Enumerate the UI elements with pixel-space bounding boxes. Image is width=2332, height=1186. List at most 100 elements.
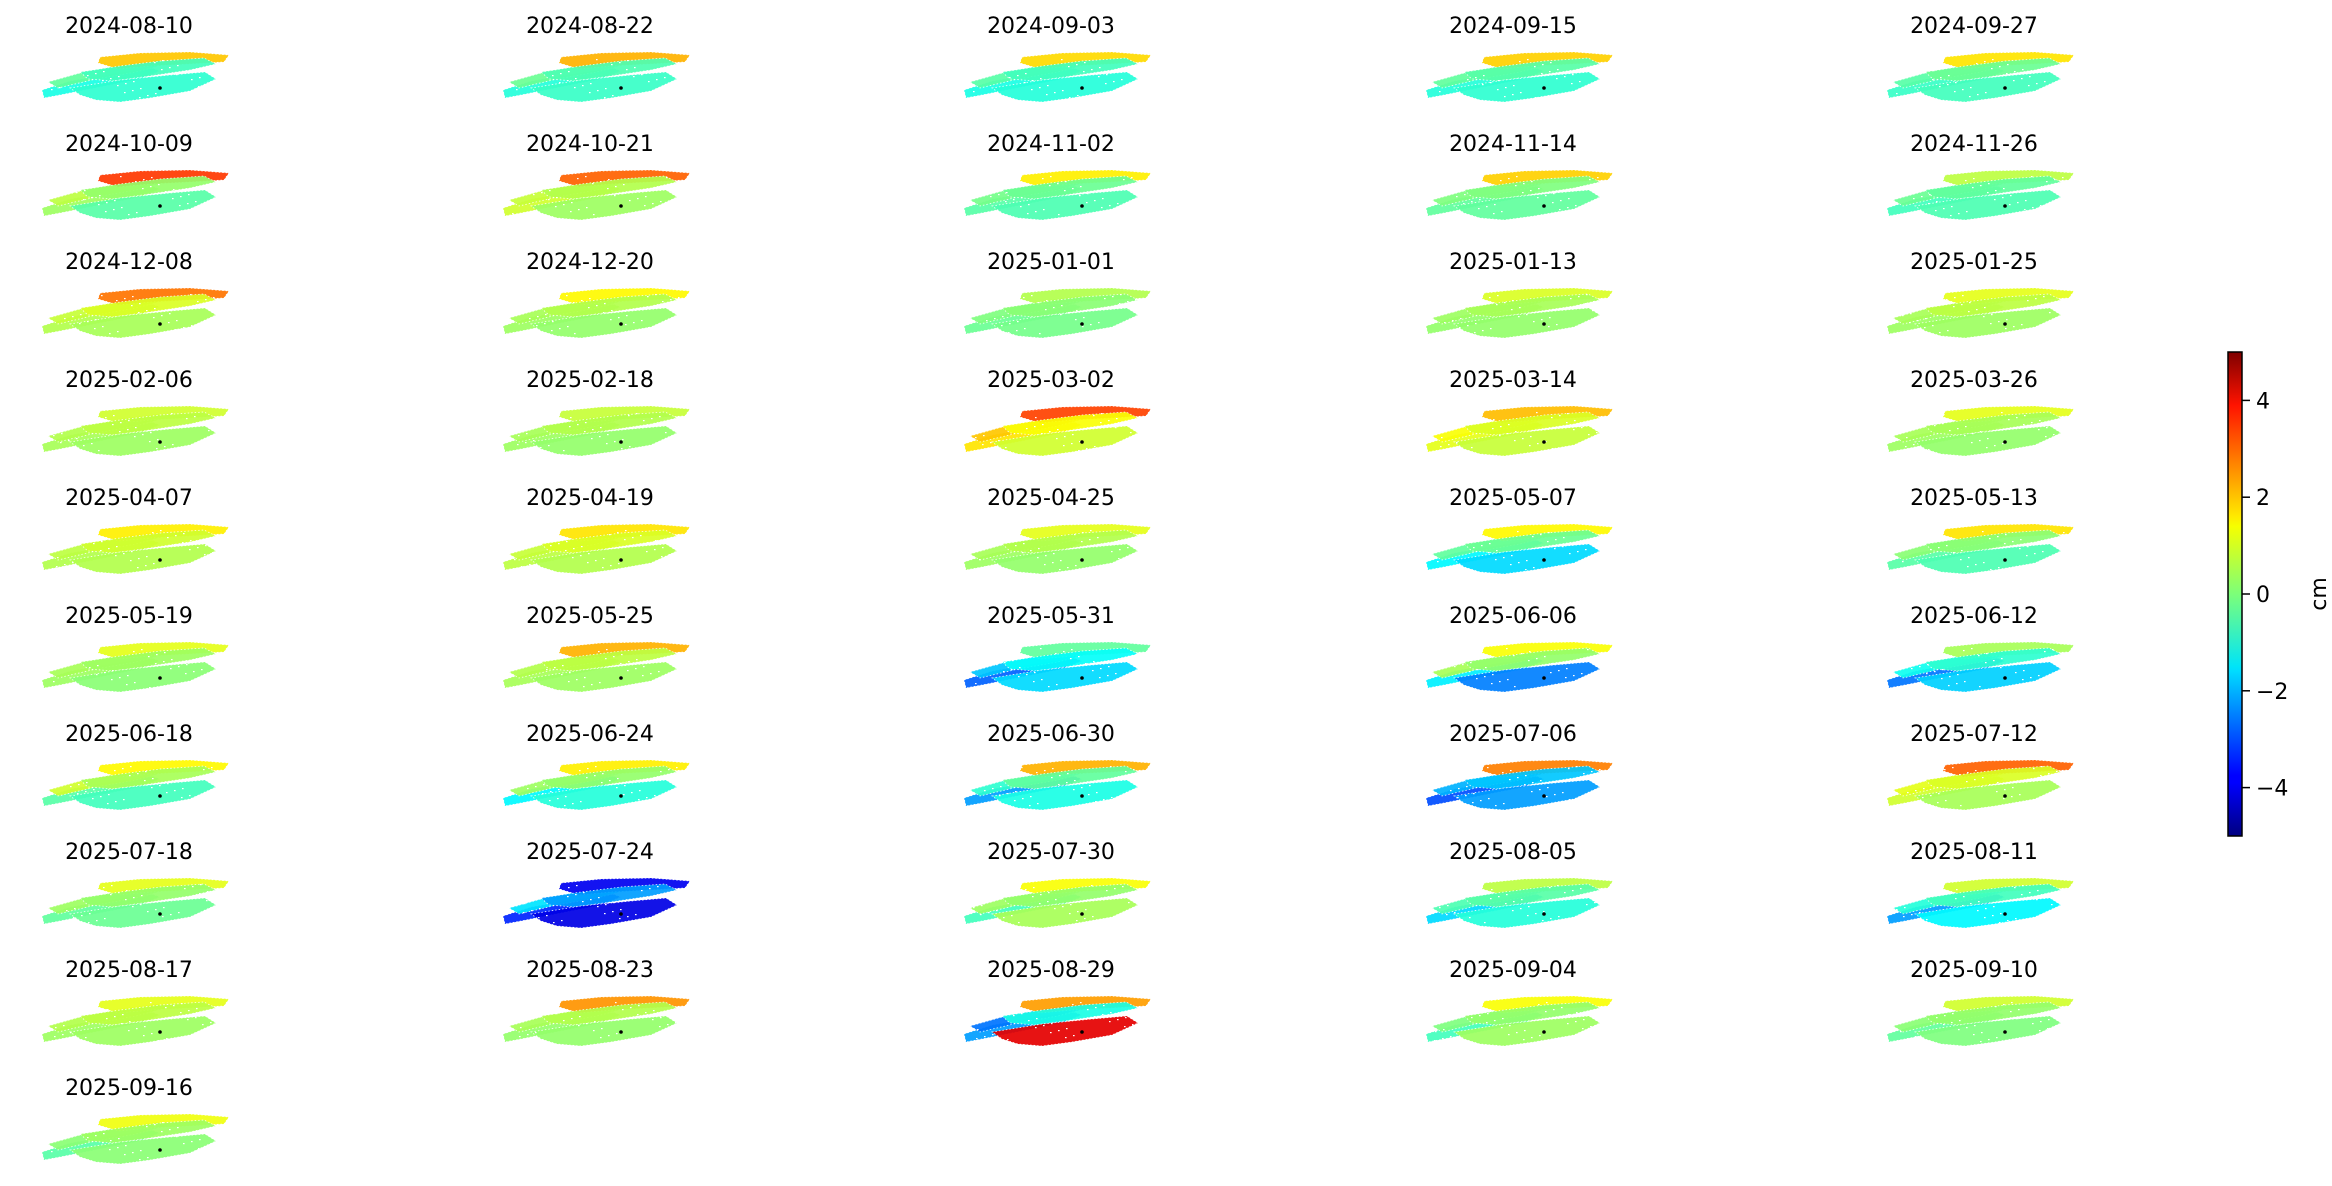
panel-2025-05-07: 2025-05-07 [1408,486,1638,594]
panel-title: 2025-09-04 [1449,958,1577,983]
deformation-map [1886,523,2075,575]
deformation-map [41,51,230,103]
deformation-map [502,169,691,221]
panel-2025-08-23: 2025-08-23 [485,958,715,1066]
slope-band-5 [1452,71,1601,103]
deformation-map [502,995,691,1047]
deformation-map [963,641,1152,693]
reference-point [1080,204,1084,208]
slope-band-4 [1924,529,2063,554]
slope-band-5 [1452,1015,1601,1047]
slope-band-4 [79,57,218,82]
reference-point [158,912,162,916]
deformation-map [963,405,1152,457]
slope-band-5 [1452,425,1601,457]
reference-point [1542,912,1546,916]
point-gaps [512,766,678,807]
reference-point [1542,794,1546,798]
slope-band-5 [1913,71,2062,103]
deformation-map [1886,641,2075,693]
slope-band-4 [79,647,218,672]
deformation-map [963,523,1152,575]
slope-band-5 [68,425,217,457]
panel-title: 2024-08-10 [65,14,193,39]
panel-2024-11-26: 2024-11-26 [1869,132,2099,240]
slope-band-5 [68,1015,217,1047]
slope-band-4 [1924,765,2063,790]
panel-2024-11-02: 2024-11-02 [946,132,1176,240]
reference-point [158,794,162,798]
slope-band-4 [1001,883,1140,908]
point-gaps [973,884,1138,925]
colorbar-tick-label: 0 [2256,583,2270,608]
reference-point [619,204,623,208]
panel-2025-03-26: 2025-03-26 [1869,368,2099,476]
deformation-map [41,169,230,221]
slope-band-5 [990,189,1139,221]
panel-2024-08-22: 2024-08-22 [485,14,715,122]
point-gaps [1434,176,1599,217]
panel-title: 2024-11-26 [1910,132,2038,157]
panel-2025-06-24: 2025-06-24 [485,722,715,830]
slope-band-5 [990,307,1139,339]
slope-band-4 [1463,411,1602,436]
panel-title: 2024-12-20 [526,250,654,275]
deformation-map [502,287,691,339]
slope-band-5 [68,897,217,929]
point-gaps [52,648,217,689]
reference-point [1080,440,1084,444]
reference-point [1080,1030,1084,1034]
slope-band-4 [540,529,679,554]
point-gaps [1896,884,2061,925]
panel-2024-11-14: 2024-11-14 [1408,132,1638,240]
slope-band-5 [1913,779,2062,811]
slope-band-4 [540,765,679,790]
slope-band-5 [529,779,678,811]
deformation-map [1425,287,1614,339]
slope-band-4 [1001,175,1140,200]
reference-point [158,86,162,90]
slope-band-4 [1001,529,1140,554]
panel-title: 2025-05-25 [526,604,654,629]
slope-band-4 [1001,57,1140,82]
panel-2025-08-17: 2025-08-17 [24,958,254,1066]
reference-point [619,558,623,562]
panel-2025-04-25: 2025-04-25 [946,486,1176,594]
point-gaps [517,648,682,689]
slope-band-5 [1913,1015,2062,1047]
slope-band-5 [68,189,217,221]
panel-title: 2025-07-06 [1449,722,1577,747]
point-gaps [1437,294,1602,335]
panel-2025-02-06: 2025-02-06 [24,368,254,476]
deformation-map [41,877,230,929]
point-gaps [1898,176,2064,217]
panel-title: 2024-10-09 [65,132,193,157]
slope-band-4 [1924,175,2063,200]
panel-title: 2025-08-05 [1449,840,1577,865]
reference-point [2003,322,2007,326]
slope-band-5 [68,71,217,103]
slope-band-4 [79,411,218,436]
reference-point [1080,322,1084,326]
point-gaps [54,176,219,217]
deformation-map [1425,995,1614,1047]
reference-point [1542,440,1546,444]
reference-point [1542,1030,1546,1034]
slope-band-4 [1463,1001,1602,1026]
panel-title: 2024-10-21 [526,132,654,157]
point-gaps [1434,412,1605,453]
panel-title: 2025-01-13 [1449,250,1577,275]
slope-band-5 [990,779,1139,811]
panel-title: 2024-08-22 [526,14,654,39]
reference-point [619,794,623,798]
panel-title: 2025-08-17 [65,958,193,983]
slope-band-5 [68,307,217,339]
panel-title: 2025-08-29 [987,958,1115,983]
colorbar-tick-label: −2 [2256,680,2288,705]
slope-band-5 [68,1133,217,1165]
reference-point [1080,794,1084,798]
slope-band-4 [1924,647,2063,672]
panel-title: 2024-11-02 [987,132,1115,157]
slope-band-4 [540,293,679,318]
slope-band-5 [990,543,1139,575]
